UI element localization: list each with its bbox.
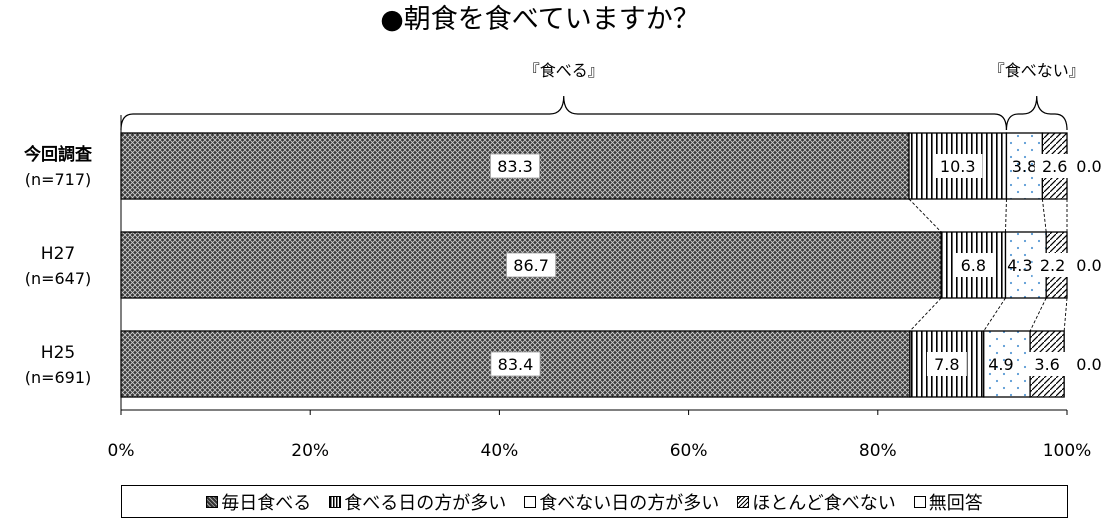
data-label-box: [1034, 154, 1075, 178]
bracket-shape: [120, 95, 1008, 131]
data-label: 0.0: [1076, 355, 1101, 374]
data-label: 4.3: [1007, 256, 1032, 275]
data-label: 3.8: [1012, 157, 1037, 176]
data-label-box: [1027, 352, 1068, 376]
category-label: H27: [41, 244, 75, 264]
category-n-label: (n=691): [25, 368, 92, 387]
connector-line: [1029, 297, 1047, 332]
chart-title: ●朝食を食べていますか？: [380, 4, 699, 35]
category-n-label: (n=717): [25, 170, 92, 189]
legend-swatch: [329, 495, 342, 508]
legend-swatch: [206, 495, 219, 508]
category-labels: 今回調査 (n=717) H27 (n=647) H25 (n=691): [24, 144, 93, 387]
x-tick-label: 80%: [859, 441, 897, 461]
bar-segment: [983, 330, 1031, 398]
connector-line: [908, 198, 942, 233]
data-label: 2.2: [1040, 256, 1065, 275]
bar-group: [120, 132, 1068, 398]
connector-line: [1005, 198, 1007, 233]
category-n-label: (n=647): [25, 269, 92, 288]
data-label: 3.6: [1034, 355, 1059, 374]
legend: 毎日食べる 食べる日の方が多い 食べない日の方が多い ほとんど食べない 無回答: [121, 485, 1068, 518]
legend-label: 無回答: [928, 492, 983, 514]
data-label: 83.4: [498, 355, 534, 374]
data-label-box: [1032, 253, 1073, 277]
data-label-box: [490, 351, 541, 377]
data-label: 6.8: [961, 256, 986, 275]
connector-lines: [908, 198, 1068, 332]
x-tick-label: 40%: [481, 441, 519, 461]
x-axis: 0% 20% 40% 60% 80% 100%: [108, 115, 1092, 461]
data-label: 83.3: [497, 157, 533, 176]
x-tick-label: 60%: [670, 441, 708, 461]
connector-line: [1041, 198, 1047, 233]
data-label: 0.0: [1076, 157, 1101, 176]
x-tick-label: 0%: [108, 441, 135, 461]
data-label: 0.0: [1076, 256, 1101, 275]
x-tick-label: 20%: [291, 441, 329, 461]
data-label-box: [933, 154, 983, 178]
legend-label: ほとんど食べない: [752, 492, 896, 514]
legend-label: 毎日食べる: [221, 492, 312, 514]
data-label: 7.8: [934, 355, 959, 374]
legend-item: 毎日食べる: [206, 489, 311, 515]
data-label-box: [506, 252, 557, 278]
data-label-box: [490, 153, 541, 179]
bracket-label: 『食べる』: [524, 61, 604, 80]
legend-label: 食べない日の方が多い: [539, 492, 720, 514]
data-label-box: [926, 352, 967, 376]
legend-swatch: [913, 495, 926, 508]
data-label: 10.3: [940, 157, 976, 176]
connector-line: [1063, 297, 1068, 332]
legend-item: 食べる日の方が多い: [329, 489, 506, 515]
legend-item: ほとんど食べない: [737, 489, 896, 515]
legend-item: 食べない日の方が多い: [524, 489, 719, 515]
data-label: 2.6: [1042, 157, 1067, 176]
legend-swatch: [524, 495, 537, 508]
connector-line: [909, 297, 942, 332]
category-label: 今回調査: [24, 144, 93, 165]
category-label: H25: [41, 343, 75, 363]
data-label-group: 83.3 10.3 3.8 2.6 0.0 86.7 6.8 4.3 2.2 0.0 83.4 7.8…: [490, 153, 1102, 377]
data-label-box: [953, 253, 994, 277]
legend-swatch: [737, 495, 750, 508]
x-tick-label: 100%: [1043, 441, 1092, 461]
data-label: 4.9: [988, 355, 1013, 374]
data-label: 86.7: [513, 256, 549, 275]
bracket-group: 『食べる』 『食べない』: [120, 61, 1085, 131]
connector-line: [983, 297, 1006, 332]
legend-item: 無回答: [913, 489, 983, 515]
legend-label: 食べる日の方が多い: [344, 492, 507, 514]
bracket-shape: [1005, 95, 1068, 131]
bracket-label: 『食べない』: [989, 61, 1085, 80]
